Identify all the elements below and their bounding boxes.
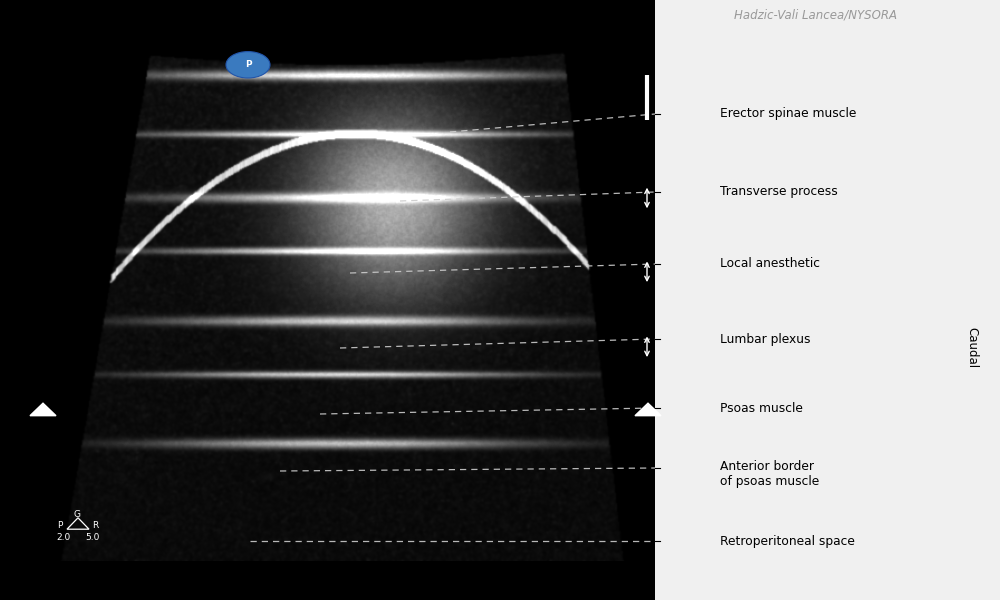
Text: Local anesthetic: Local anesthetic bbox=[720, 257, 820, 271]
Polygon shape bbox=[30, 403, 56, 416]
Bar bbox=[0, 0, 30, 600]
Bar bbox=[655, 0, 1000, 600]
Text: Retroperitoneal space: Retroperitoneal space bbox=[720, 535, 855, 548]
Text: Transverse process: Transverse process bbox=[720, 185, 838, 199]
Bar bbox=[0, 0, 655, 27]
Text: Caudal: Caudal bbox=[966, 328, 978, 368]
Polygon shape bbox=[635, 403, 661, 416]
Text: 2.0: 2.0 bbox=[56, 533, 70, 541]
Text: R: R bbox=[92, 520, 98, 529]
Text: Lumbar plexus: Lumbar plexus bbox=[720, 332, 810, 346]
Bar bbox=[0, 561, 655, 600]
Text: P: P bbox=[57, 520, 63, 529]
Text: Psoas muscle: Psoas muscle bbox=[720, 401, 803, 415]
Text: Hadzic-Vali Lancea/NYSORA: Hadzic-Vali Lancea/NYSORA bbox=[734, 8, 896, 22]
Text: G: G bbox=[74, 509, 80, 518]
Text: 5.0: 5.0 bbox=[85, 533, 99, 541]
Text: Posterior: Posterior bbox=[266, 7, 334, 22]
Text: P: P bbox=[245, 60, 251, 69]
Circle shape bbox=[226, 52, 270, 78]
Text: Erector spinae muscle: Erector spinae muscle bbox=[720, 107, 856, 121]
Text: Anterior border
of psoas muscle: Anterior border of psoas muscle bbox=[720, 460, 819, 488]
